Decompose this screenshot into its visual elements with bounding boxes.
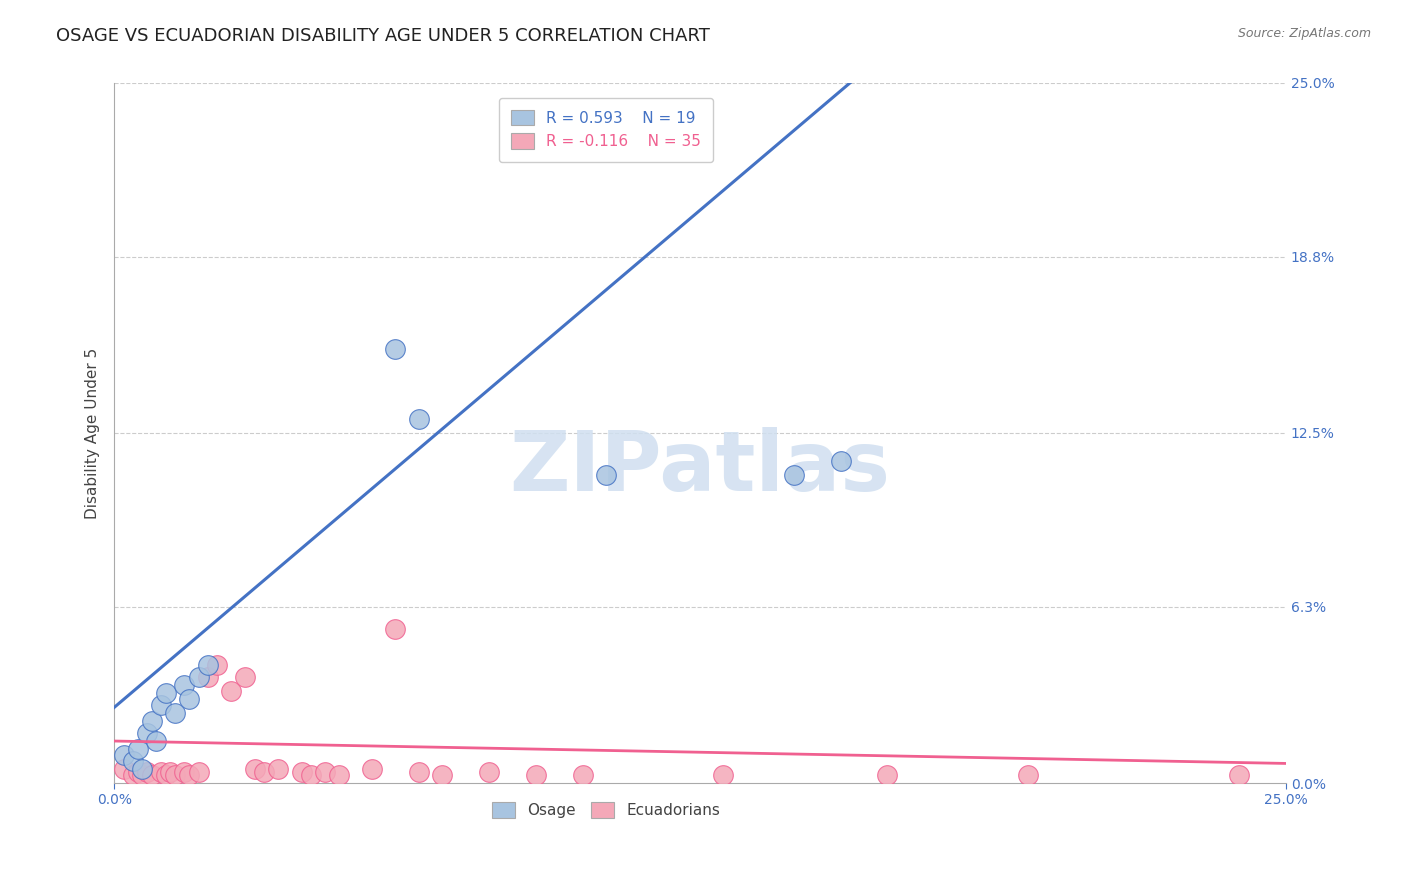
Point bbox=[127, 742, 149, 756]
Point bbox=[384, 622, 406, 636]
Text: Source: ZipAtlas.com: Source: ZipAtlas.com bbox=[1237, 27, 1371, 40]
Point bbox=[131, 762, 153, 776]
Point bbox=[432, 767, 454, 781]
Point bbox=[141, 714, 163, 729]
Point bbox=[328, 767, 350, 781]
Point bbox=[361, 762, 384, 776]
Point bbox=[179, 767, 201, 781]
Point bbox=[122, 754, 145, 768]
Point bbox=[221, 683, 243, 698]
Point bbox=[112, 747, 135, 762]
Point bbox=[155, 767, 177, 781]
Point bbox=[830, 454, 852, 468]
Point bbox=[173, 678, 195, 692]
Point bbox=[150, 698, 173, 712]
Point bbox=[595, 468, 617, 483]
Point bbox=[243, 762, 266, 776]
Point bbox=[207, 658, 229, 673]
Text: OSAGE VS ECUADORIAN DISABILITY AGE UNDER 5 CORRELATION CHART: OSAGE VS ECUADORIAN DISABILITY AGE UNDER… bbox=[56, 27, 710, 45]
Point bbox=[112, 762, 135, 776]
Point bbox=[165, 767, 187, 781]
Point bbox=[267, 762, 290, 776]
Legend: Osage, Ecuadorians: Osage, Ecuadorians bbox=[486, 797, 727, 824]
Text: ZIPatlas: ZIPatlas bbox=[509, 427, 890, 508]
Point bbox=[155, 686, 177, 700]
Point bbox=[131, 767, 153, 781]
Point bbox=[408, 412, 430, 426]
Point bbox=[524, 767, 547, 781]
Point bbox=[173, 764, 195, 779]
Point bbox=[179, 692, 201, 706]
Point bbox=[235, 670, 257, 684]
Point bbox=[145, 734, 167, 748]
Point bbox=[197, 670, 219, 684]
Point bbox=[122, 767, 145, 781]
Point bbox=[314, 764, 336, 779]
Point bbox=[197, 658, 219, 673]
Point bbox=[141, 767, 163, 781]
Point bbox=[876, 767, 898, 781]
Point bbox=[165, 706, 187, 720]
Point bbox=[299, 767, 322, 781]
Point bbox=[136, 725, 159, 739]
Point bbox=[384, 342, 406, 356]
Point bbox=[159, 764, 181, 779]
Point bbox=[127, 764, 149, 779]
Point bbox=[187, 764, 209, 779]
Point bbox=[291, 764, 314, 779]
Point bbox=[783, 468, 806, 483]
Point bbox=[187, 670, 209, 684]
Point bbox=[1227, 767, 1250, 781]
Point bbox=[478, 764, 501, 779]
Y-axis label: Disability Age Under 5: Disability Age Under 5 bbox=[86, 347, 100, 518]
Point bbox=[713, 767, 735, 781]
Point bbox=[253, 764, 276, 779]
Point bbox=[572, 767, 595, 781]
Point bbox=[408, 764, 430, 779]
Point bbox=[1017, 767, 1039, 781]
Point bbox=[150, 764, 173, 779]
Point bbox=[136, 764, 159, 779]
